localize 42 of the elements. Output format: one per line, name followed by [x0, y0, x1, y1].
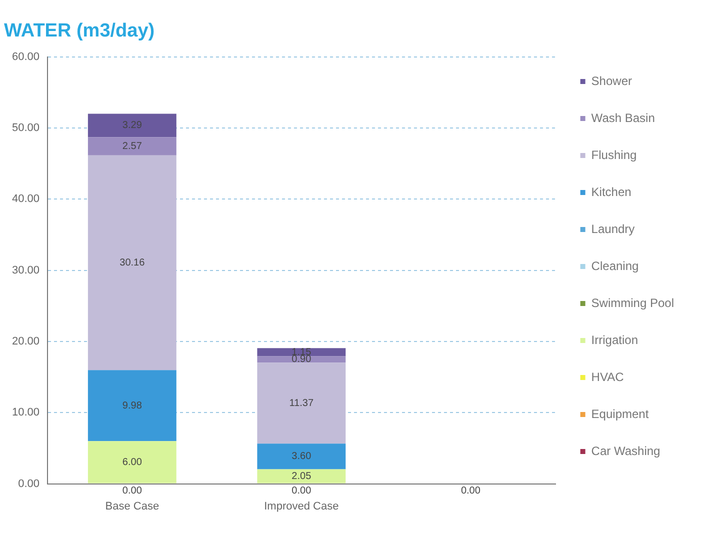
x-tick-label: Base Case [105, 500, 160, 512]
bar [88, 155, 176, 370]
legend-label: Wash Basin [591, 110, 655, 125]
bar [88, 137, 176, 156]
y-tick-label: 40.00 [12, 193, 40, 206]
x-tick-label: Improved Case [264, 500, 339, 512]
chart-title: WATER (m3/day) [4, 20, 155, 42]
y-tick-label: 20.00 [12, 336, 40, 348]
bar [88, 114, 176, 138]
data-label: 9.98 [122, 400, 142, 412]
data-label: 2.05 [292, 471, 312, 482]
data-label: 11.37 [289, 398, 314, 409]
data-label: 0.00 [122, 486, 142, 497]
y-tick-label: 50.00 [12, 122, 40, 134]
legend-label: Equipment [591, 406, 650, 421]
legend-label: Cleaning [591, 258, 639, 273]
data-label: 2.57 [122, 141, 142, 152]
data-label: 3.60 [292, 451, 312, 462]
data-label: 6.00 [122, 456, 142, 468]
data-label: 0.00 [460, 486, 481, 497]
bar [257, 444, 346, 470]
y-tick-label: 30.00 [12, 264, 40, 276]
bar [88, 370, 176, 442]
legend-label: Shower [591, 74, 632, 88]
legend-label: Swimming Pool [591, 296, 674, 310]
bar [88, 441, 176, 484]
legend-label: Laundry [591, 222, 635, 236]
data-label: 0.00 [292, 486, 312, 497]
bar [257, 348, 346, 356]
y-tick-label: 0.00 [18, 478, 40, 490]
data-label: 30.16 [120, 258, 146, 269]
data-label: 3.29 [122, 120, 142, 132]
legend-label: Kitchen [591, 184, 632, 199]
legend-label: Irrigation [591, 332, 638, 347]
y-tick-label: 10.00 [12, 406, 40, 419]
legend-label: Car Washing [591, 444, 660, 458]
bar [257, 469, 346, 484]
bar [257, 362, 346, 444]
legend-label: HVAC [591, 370, 624, 384]
legend-label: Flushing [591, 148, 637, 162]
y-tick-label: 60.00 [12, 50, 40, 63]
data-label: 0.90 [292, 354, 312, 366]
